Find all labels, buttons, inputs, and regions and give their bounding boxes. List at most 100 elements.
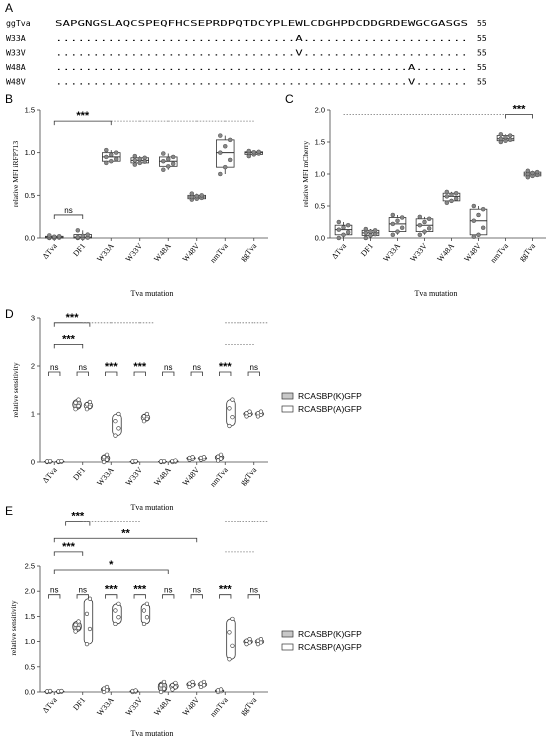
data-point <box>218 133 223 138</box>
seq-row-sequence: ................................V.......… <box>55 48 468 58</box>
x-tick-label: ΔTva <box>41 465 59 485</box>
seq-row-length: 55 <box>477 63 487 72</box>
y-tick-label: 0.0 <box>25 688 35 697</box>
data-point <box>251 150 256 155</box>
seq-row-sequence: ................................A.......… <box>55 33 468 43</box>
data-point <box>87 596 93 601</box>
data-point <box>87 404 93 409</box>
data-point <box>73 622 78 627</box>
x-tick-label: nmTva <box>208 695 230 718</box>
significance-bracket <box>105 371 118 376</box>
data-point <box>173 680 178 686</box>
data-point <box>144 411 150 417</box>
x-tick-label: W33V <box>124 465 145 487</box>
data-point <box>84 642 90 647</box>
panel-e-y-title: relative sensitivity <box>9 600 18 655</box>
significance-bracket <box>133 371 146 376</box>
panel-e-label: E <box>5 504 13 518</box>
data-point <box>368 233 373 238</box>
data-point <box>399 215 405 220</box>
data-point <box>142 155 147 160</box>
significance-label: *** <box>66 312 80 324</box>
data-point <box>141 621 147 627</box>
data-point <box>336 219 342 225</box>
data-point <box>215 454 221 459</box>
significance-bracket <box>162 594 175 599</box>
data-point <box>104 147 109 153</box>
data-point <box>246 148 252 154</box>
data-point <box>426 226 432 231</box>
data-point <box>161 458 167 464</box>
data-point <box>170 154 176 160</box>
x-tick-label: nmTva <box>489 241 511 264</box>
panel-d-legend: RCASBP(K)GFP RCASBP(A)GFP <box>281 391 362 414</box>
data-point <box>363 230 369 236</box>
significance-label: *** <box>71 511 85 523</box>
violin <box>83 598 94 645</box>
data-point <box>189 191 195 196</box>
data-point <box>59 458 64 464</box>
significance-label: ns <box>50 586 58 595</box>
data-point <box>116 426 121 431</box>
legend-swatch-k <box>281 630 294 638</box>
y-tick-label: 0.5 <box>25 662 35 671</box>
significance-bracket <box>53 569 169 575</box>
data-point <box>336 227 342 232</box>
y-tick-label: 0.0 <box>315 234 325 243</box>
panel-d: D 0 1 2 3 ΔTva DF1 W33A W33V W48A W48V nmTva ggTva n… <box>5 307 362 512</box>
significance-label: * <box>109 559 114 571</box>
panel-e-plot: 0.0 0.5 1.0 1.5 2.0 2.5 ΔTva DF1 W33A W33V W48A W48… <box>25 511 268 719</box>
data-point <box>144 601 150 606</box>
panel-b-label: B <box>5 92 13 106</box>
data-point <box>498 132 504 137</box>
significance-label: ns <box>250 363 258 372</box>
x-tick-label: ΔTva <box>330 241 348 261</box>
seq-row-name: W33V <box>6 48 26 58</box>
data-point <box>87 399 93 405</box>
y-tick-label: 3 <box>31 314 35 323</box>
significance-bracket <box>190 371 203 376</box>
significance-label: ns <box>164 586 172 595</box>
significance-bracket <box>505 114 533 119</box>
data-point <box>534 169 540 175</box>
data-point <box>56 234 62 239</box>
x-tick-label: W33V <box>408 241 429 263</box>
significance-label: ns <box>50 363 58 372</box>
violin <box>72 621 82 632</box>
data-point <box>471 203 477 209</box>
data-point <box>247 409 252 414</box>
x-tick-label: nmTva <box>208 465 230 488</box>
seq-row-name: W48V <box>6 77 26 87</box>
data-point <box>227 657 232 662</box>
x-tick-label: ΔTva <box>41 695 59 715</box>
panel-c-y-title: relative MFI mCherry <box>301 141 310 207</box>
significance-label: *** <box>62 333 76 345</box>
significance-label: ns <box>250 586 258 595</box>
seq-row-name: W33A <box>6 33 26 43</box>
data-point <box>223 164 228 170</box>
data-point <box>395 229 400 234</box>
legend-label-a: RCASBP(A)GFP <box>298 642 362 652</box>
data-point <box>59 688 64 694</box>
data-point <box>132 158 138 163</box>
data-point <box>426 216 432 222</box>
significance-bracket <box>48 371 61 376</box>
data-point <box>201 455 207 460</box>
significance-bracket <box>133 594 146 599</box>
data-point <box>47 688 53 694</box>
data-point <box>161 167 166 172</box>
significance-label: *** <box>219 361 233 373</box>
legend-swatch-a <box>281 405 294 413</box>
y-tick-label: 0.0 <box>25 234 35 243</box>
data-point <box>507 133 513 138</box>
seq-ref-name: ggTva <box>6 18 31 28</box>
panel-b-y-title: relative MFI iRFP713 <box>11 141 20 208</box>
data-point <box>390 221 396 227</box>
data-point <box>190 455 195 460</box>
data-point <box>170 683 175 688</box>
data-point <box>395 218 400 223</box>
seq-row-name: W48A <box>6 62 26 72</box>
significance-label: *** <box>133 361 147 373</box>
data-point <box>73 407 78 412</box>
data-point <box>101 459 107 465</box>
